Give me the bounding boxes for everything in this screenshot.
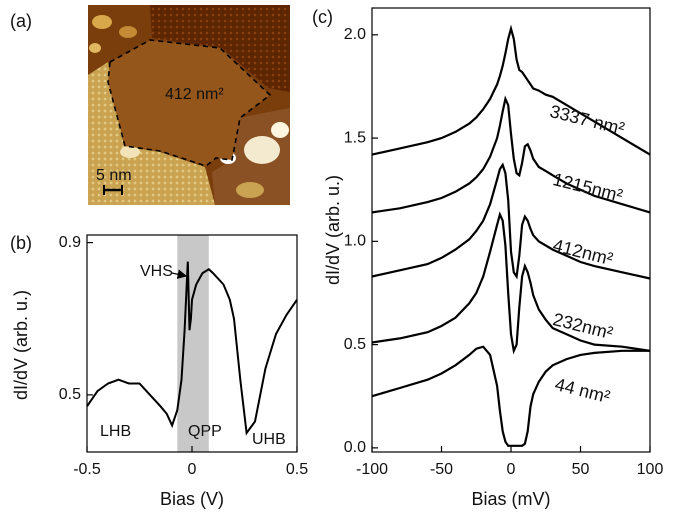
annotation: LHB <box>100 423 131 440</box>
y-tick-label: 0.0 <box>344 439 366 456</box>
panel-label: (a) <box>10 11 32 31</box>
series-label: 1215nm² <box>551 169 625 206</box>
panel-label: (b) <box>10 233 32 253</box>
plot-frame <box>371 7 651 453</box>
y-tick-label: 1.5 <box>344 129 366 146</box>
y-tick-label: 0.9 <box>59 234 81 251</box>
data-line <box>371 211 651 355</box>
x-tick-label: 100 <box>637 461 664 478</box>
x-axis-title: Bias (V) <box>160 489 224 509</box>
annotation-arrow <box>171 269 188 279</box>
series-label: 44 nm² <box>553 374 612 407</box>
y-axis-title: dI/dV (arb. u.) <box>11 290 31 400</box>
series-label: 3337 nm² <box>548 101 627 139</box>
series-label: 412nm² <box>551 235 615 269</box>
x-tick-label: -50 <box>430 461 453 478</box>
highlight-band <box>177 235 209 452</box>
area-label: 412 nm² <box>165 86 224 103</box>
stm-image <box>88 5 290 205</box>
scale-label: 5 nm <box>96 167 132 184</box>
y-tick-label: 0.5 <box>59 386 81 403</box>
x-tick-label: 50 <box>572 461 590 478</box>
x-tick-label: -0.5 <box>73 461 101 478</box>
x-axis-title: Bias (mV) <box>471 489 550 509</box>
y-tick-label: 0.5 <box>344 336 366 353</box>
annotation: VHS <box>140 263 173 280</box>
data-line <box>371 345 650 447</box>
y-axis-title: dI/dV (arb. u.) <box>323 175 343 285</box>
annotation: UHB <box>252 431 286 448</box>
series-label: 232nm² <box>551 309 615 343</box>
x-tick-label: -100 <box>356 461 388 478</box>
x-tick-label: 0 <box>188 461 197 478</box>
y-tick-label: 2.0 <box>344 26 366 43</box>
data-line <box>371 162 651 280</box>
annotation: QPP <box>188 423 222 440</box>
data-line <box>86 261 298 436</box>
panel-label: (c) <box>312 7 333 27</box>
x-tick-label: 0 <box>507 461 516 478</box>
y-tick-label: 1.0 <box>344 233 366 250</box>
x-tick-label: 0.5 <box>286 461 308 478</box>
data-line <box>371 24 651 156</box>
data-line <box>371 95 651 214</box>
